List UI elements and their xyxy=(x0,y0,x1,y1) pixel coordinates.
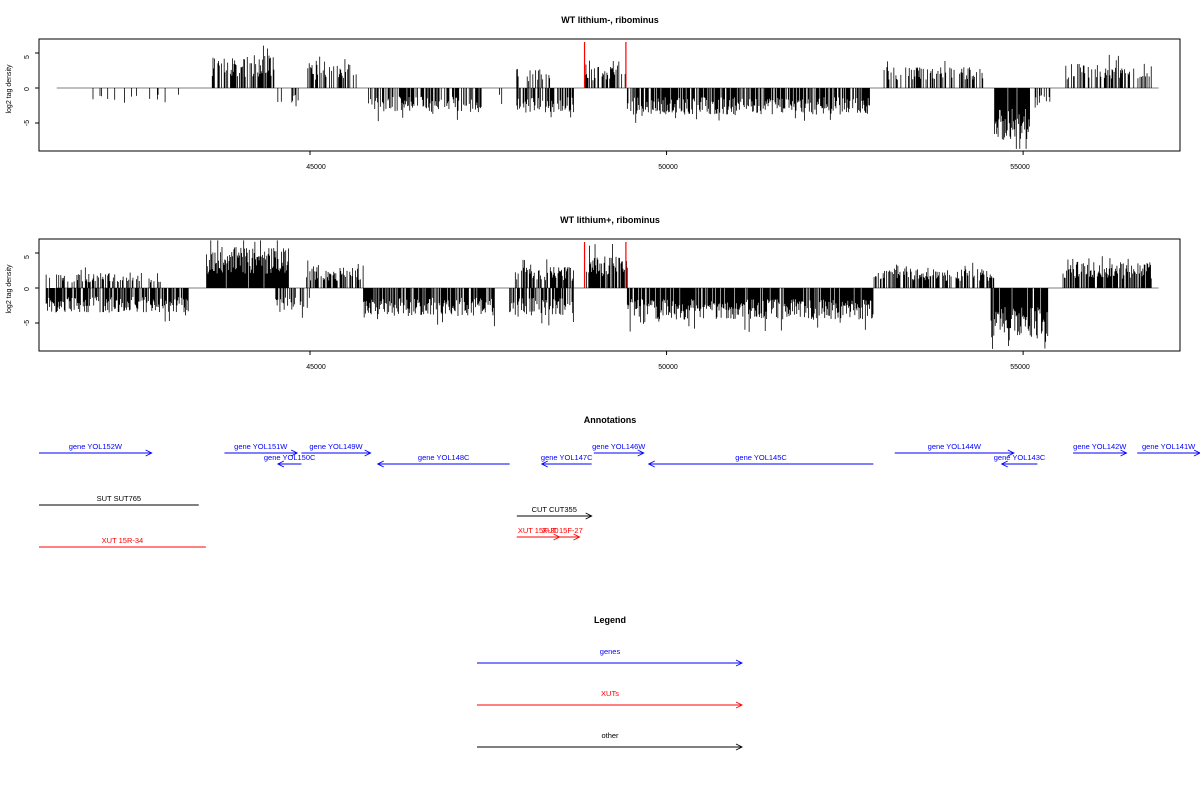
annotation-feature: gene YOL148C xyxy=(376,453,510,468)
annotation-feature: gene YOL145C xyxy=(647,453,874,468)
legend-title: Legend xyxy=(594,615,626,625)
arrow-head xyxy=(540,460,548,468)
feature-label: gene YOL152W xyxy=(69,442,123,451)
x-tick-label: 45000 xyxy=(306,164,326,171)
annotation-feature: gene YOL144W xyxy=(894,442,1015,457)
arrow-head xyxy=(585,512,593,520)
annotation-feature: gene YOL142W xyxy=(1073,442,1128,457)
feature-label: SUT SUT765 xyxy=(97,494,141,503)
annotations-title: Annotations xyxy=(584,415,637,425)
annotation-feature: gene YOL147C xyxy=(540,453,593,468)
arrow-head xyxy=(735,743,744,751)
arrow-head xyxy=(637,449,645,457)
annotation-feature: gene YOL143C xyxy=(994,453,1046,468)
feature-label: gene YOL148C xyxy=(418,453,470,462)
annotation-feature: gene YOL146W xyxy=(592,442,646,457)
legend-label: genes xyxy=(600,647,621,656)
panel-title: WT lithium-, ribominus xyxy=(561,15,659,25)
annotation-feature: XUT 15R-34 xyxy=(39,536,206,548)
feature-label: XUT 15F-30 xyxy=(518,526,559,535)
annotation-feature: gene YOL141W xyxy=(1137,442,1200,457)
x-tick-label: 45000 xyxy=(306,364,326,371)
plot-frame xyxy=(38,238,1181,352)
feature-label: gene YOL144W xyxy=(928,442,982,451)
feature-label: gene YOL150C xyxy=(264,453,316,462)
arrow-head xyxy=(364,449,372,457)
x-tick-label: 50000 xyxy=(658,364,678,371)
arrow-head xyxy=(1000,460,1008,468)
y-tick-label: 0 xyxy=(24,287,31,291)
arrow-head xyxy=(376,460,384,468)
arrow-head xyxy=(145,449,153,457)
arrow-head xyxy=(647,460,655,468)
feature-label: gene YOL143C xyxy=(994,453,1046,462)
feature-label: XUT 15F-27 xyxy=(542,526,583,535)
plot-frame xyxy=(38,38,1181,152)
feature-label: gene YOL145C xyxy=(735,453,787,462)
legend-label: XUTs xyxy=(601,689,619,698)
arrow-head xyxy=(276,460,285,468)
arrow-head xyxy=(1193,449,1200,457)
arrow-head xyxy=(290,449,299,457)
feature-label: CUT CUT355 xyxy=(532,505,577,514)
feature-label: gene YOL151W xyxy=(234,442,288,451)
legend-entry: other xyxy=(477,731,744,751)
panel-title: WT lithium+, ribominus xyxy=(560,215,660,225)
arrow-head xyxy=(1120,449,1128,457)
arrow-head xyxy=(735,701,744,709)
annotation-feature: gene YOL149W xyxy=(301,442,372,457)
x-tick-label: 55000 xyxy=(1010,164,1030,171)
tag-density-bars xyxy=(92,45,1152,149)
x-tick-label: 55000 xyxy=(1010,364,1030,371)
annotation-feature: gene YOL151W xyxy=(224,442,299,457)
arrow-head xyxy=(573,533,581,541)
feature-label: gene YOL141W xyxy=(1142,442,1196,451)
y-axis-label: log2 tag density xyxy=(6,264,13,314)
y-axis-label: log2 tag density xyxy=(6,64,13,114)
annotation-feature: gene YOL152W xyxy=(39,442,153,457)
y-tick-label: -5 xyxy=(24,120,31,126)
track-panel-lithium-minus: WT lithium-, ribominus log2 tag density … xyxy=(6,15,1181,171)
arrow-head xyxy=(1007,449,1015,457)
annotation-feature: CUT CUT355 xyxy=(516,505,593,520)
y-tick-label: 5 xyxy=(24,55,31,59)
feature-label: gene YOL149W xyxy=(309,442,363,451)
arrow-head xyxy=(735,659,744,667)
feature-label: gene YOL142W xyxy=(1073,442,1127,451)
feature-label: XUT 15R-34 xyxy=(102,536,144,545)
annotation-feature: SUT SUT765 xyxy=(39,494,199,506)
y-tick-label: -5 xyxy=(24,320,31,326)
legend-entry: genes xyxy=(477,647,744,667)
legend-label: other xyxy=(601,731,619,740)
annotation-feature: XUT 15F-27 xyxy=(542,526,583,541)
x-tick-label: 50000 xyxy=(658,164,678,171)
feature-label: gene YOL147C xyxy=(541,453,593,462)
annotation-feature: gene YOL150C xyxy=(264,453,316,468)
tag-density-bars xyxy=(45,240,1152,349)
annotation-track: Annotations gene YOL152W gene YOL151W gene… xyxy=(39,415,1200,548)
legend-entry: XUTs xyxy=(477,689,744,709)
legend: Legend genes XUTs other xyxy=(477,615,744,751)
track-panel-lithium-plus: WT lithium+, ribominus log2 tag density … xyxy=(6,215,1181,371)
y-tick-label: 0 xyxy=(24,87,31,91)
y-tick-label: 5 xyxy=(24,255,31,259)
feature-label: gene YOL146W xyxy=(592,442,646,451)
